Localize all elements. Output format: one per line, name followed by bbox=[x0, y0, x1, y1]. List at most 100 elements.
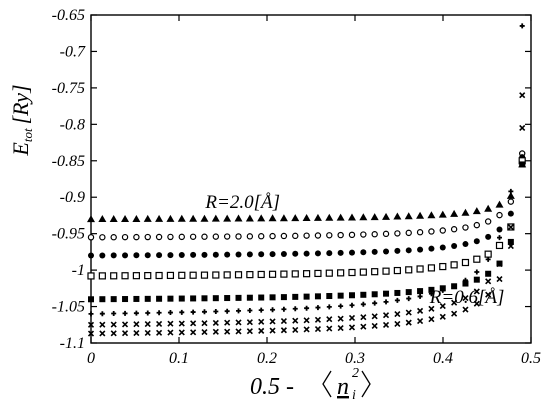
data-point bbox=[485, 256, 491, 262]
data-point bbox=[98, 215, 107, 223]
data-point bbox=[507, 224, 514, 231]
data-point bbox=[110, 234, 117, 241]
data-point bbox=[201, 295, 208, 302]
data-point bbox=[132, 272, 140, 280]
series-plus bbox=[88, 23, 525, 317]
data-point bbox=[394, 289, 401, 296]
data-point bbox=[258, 327, 265, 334]
data-point bbox=[348, 292, 355, 299]
data-point bbox=[133, 252, 140, 259]
data-point bbox=[87, 321, 95, 328]
data-point bbox=[507, 243, 514, 250]
y-tick-label: -1 bbox=[72, 262, 85, 279]
data-point bbox=[519, 23, 525, 29]
data-point bbox=[473, 221, 481, 229]
data-point bbox=[246, 251, 253, 258]
data-point bbox=[166, 214, 175, 222]
data-point bbox=[485, 291, 492, 298]
data-point bbox=[190, 329, 197, 336]
series-filled-circle bbox=[88, 154, 526, 259]
data-point bbox=[155, 233, 163, 241]
data-point bbox=[281, 306, 287, 312]
series-filled-square bbox=[88, 161, 526, 303]
data-point bbox=[99, 311, 105, 317]
data-point bbox=[156, 320, 163, 327]
data-point bbox=[371, 322, 378, 329]
data-point bbox=[98, 272, 106, 280]
data-point bbox=[178, 320, 185, 327]
x-axis-label: 0.5 - n 2 i bbox=[250, 366, 371, 403]
data-point bbox=[133, 233, 140, 241]
data-point bbox=[348, 249, 355, 256]
data-point bbox=[404, 212, 413, 220]
data-point bbox=[145, 310, 151, 316]
x-tick-label: 0 bbox=[87, 350, 95, 367]
data-point bbox=[394, 310, 401, 318]
data-point bbox=[382, 321, 390, 329]
data-point bbox=[190, 309, 196, 315]
data-point bbox=[507, 198, 515, 205]
data-point bbox=[235, 294, 242, 301]
data-point bbox=[315, 305, 321, 311]
data-point bbox=[496, 260, 503, 268]
x-tick-label: 0.2 bbox=[257, 350, 277, 367]
data-point bbox=[473, 288, 480, 295]
data-point bbox=[223, 214, 232, 222]
data-point bbox=[394, 297, 400, 303]
data-point bbox=[155, 271, 163, 280]
data-point bbox=[440, 287, 446, 293]
data-point bbox=[303, 293, 310, 300]
data-point bbox=[338, 303, 344, 309]
y-axis-label-unit: [Ry] bbox=[8, 84, 33, 124]
data-point bbox=[314, 316, 322, 323]
data-point bbox=[213, 309, 219, 315]
data-point bbox=[224, 319, 231, 326]
data-point bbox=[211, 214, 220, 222]
series-open-square bbox=[87, 157, 526, 280]
x-axis-label-left-bracket bbox=[322, 370, 332, 398]
data-point bbox=[348, 268, 356, 277]
data-point bbox=[189, 233, 197, 240]
data-point bbox=[302, 214, 311, 222]
data-point bbox=[371, 248, 378, 255]
y-tick-label: -0.9 bbox=[60, 189, 85, 206]
data-point bbox=[280, 232, 288, 240]
data-point bbox=[314, 269, 322, 278]
data-point bbox=[383, 299, 389, 305]
y-tick-label: -1.05 bbox=[52, 299, 85, 316]
data-point bbox=[200, 271, 209, 279]
data-point bbox=[484, 218, 492, 225]
data-point bbox=[416, 229, 424, 236]
data-point bbox=[383, 248, 390, 255]
data-point bbox=[326, 293, 333, 300]
data-point bbox=[507, 210, 514, 217]
data-point bbox=[428, 228, 435, 235]
data-point bbox=[258, 318, 265, 325]
data-point bbox=[235, 328, 242, 335]
data-point bbox=[371, 268, 379, 276]
data-point bbox=[450, 261, 458, 269]
data-point bbox=[189, 214, 198, 222]
data-point bbox=[223, 233, 231, 240]
data-point bbox=[224, 251, 231, 258]
data-point bbox=[326, 232, 333, 239]
data-point bbox=[268, 214, 277, 222]
data-point bbox=[258, 251, 265, 258]
x-tick-label: 0.5 bbox=[521, 350, 541, 367]
data-point bbox=[179, 309, 185, 315]
series-cross bbox=[87, 92, 526, 328]
data-point bbox=[360, 231, 367, 238]
data-point bbox=[506, 191, 515, 199]
data-point bbox=[99, 234, 106, 241]
data-point bbox=[428, 286, 435, 293]
x-tick-label: 0.3 bbox=[345, 350, 365, 367]
data-point bbox=[405, 319, 412, 326]
data-point bbox=[246, 271, 254, 279]
data-point bbox=[155, 214, 164, 222]
data-point bbox=[326, 325, 333, 332]
data-point bbox=[496, 226, 503, 233]
data-point bbox=[270, 307, 276, 313]
annotation-label: R=0.6[Å] bbox=[429, 287, 505, 308]
data-point bbox=[280, 294, 287, 301]
data-point bbox=[508, 188, 514, 194]
